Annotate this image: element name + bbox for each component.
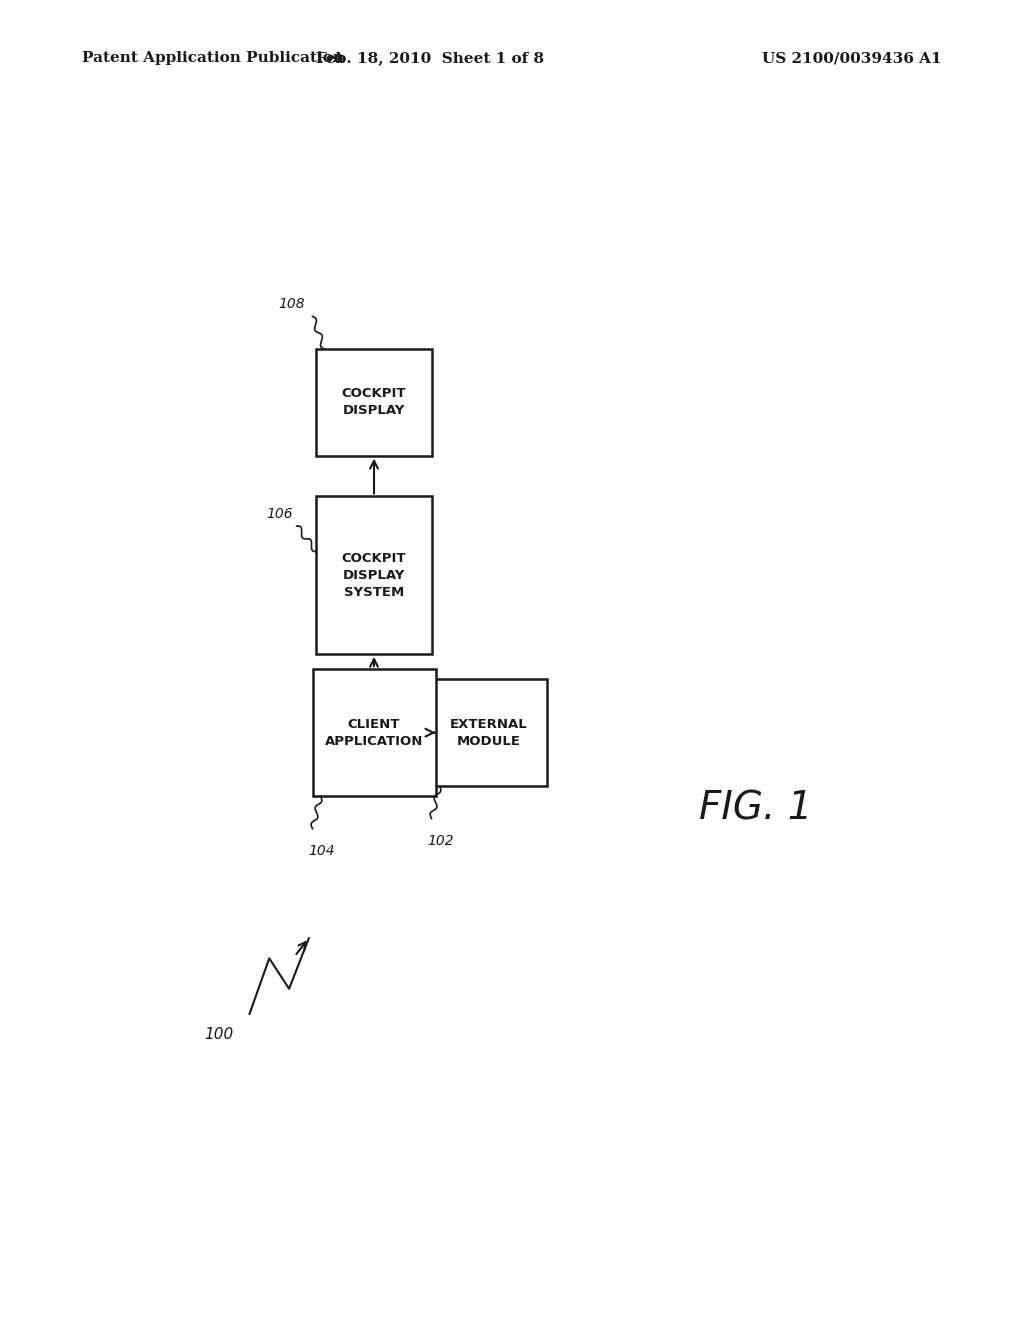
- Text: Patent Application Publication: Patent Application Publication: [82, 51, 344, 65]
- FancyBboxPatch shape: [312, 669, 435, 796]
- Text: 102: 102: [428, 834, 455, 847]
- Text: EXTERNAL
MODULE: EXTERNAL MODULE: [451, 718, 528, 747]
- Text: CLIENT
APPLICATION: CLIENT APPLICATION: [325, 718, 423, 747]
- FancyBboxPatch shape: [431, 680, 547, 785]
- Text: COCKPIT
DISPLAY
SYSTEM: COCKPIT DISPLAY SYSTEM: [342, 552, 407, 599]
- Text: 100: 100: [205, 1027, 233, 1041]
- Text: 104: 104: [308, 843, 335, 858]
- FancyBboxPatch shape: [316, 496, 431, 653]
- Text: COCKPIT
DISPLAY: COCKPIT DISPLAY: [342, 387, 407, 417]
- FancyBboxPatch shape: [316, 348, 431, 455]
- Text: US 2100/0039436 A1: US 2100/0039436 A1: [763, 51, 942, 65]
- Text: Feb. 18, 2010  Sheet 1 of 8: Feb. 18, 2010 Sheet 1 of 8: [316, 51, 544, 65]
- Text: 106: 106: [266, 507, 293, 521]
- Text: FIG. 1: FIG. 1: [699, 789, 813, 828]
- Text: 108: 108: [278, 297, 304, 312]
